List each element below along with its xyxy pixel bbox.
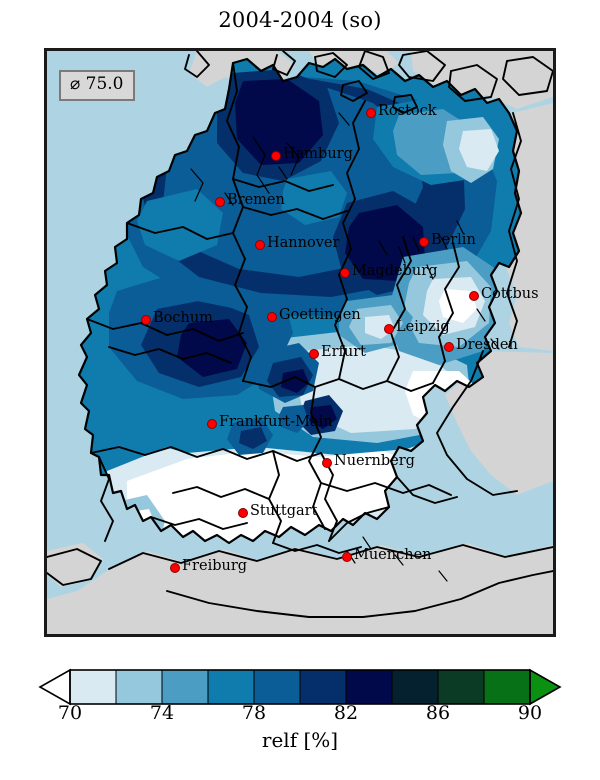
page-title: 2004-2004 (so) xyxy=(218,8,382,32)
city-label: Bochum xyxy=(153,310,213,326)
colorbar-band xyxy=(115,669,163,705)
city-label: Freiburg xyxy=(182,558,248,574)
colorbar-band xyxy=(253,669,301,705)
colorbar-tick-label: 86 xyxy=(425,702,451,724)
city-dot-icon xyxy=(141,315,151,325)
germany-contour-map xyxy=(47,51,553,634)
city-dot-icon xyxy=(469,291,479,301)
city-label: Stuttgart xyxy=(250,503,318,519)
colorbar-bands xyxy=(69,669,531,705)
city-label: Hamburg xyxy=(283,146,353,162)
city-label: Frankfurt-Main xyxy=(219,414,333,430)
city-dot-icon xyxy=(342,552,352,562)
border-lines-layer xyxy=(47,51,553,618)
city-label: Hannover xyxy=(267,235,340,251)
city-dot-icon xyxy=(322,458,332,468)
colorbar-band xyxy=(69,669,117,705)
city-dot-icon xyxy=(170,563,180,573)
city-dot-icon xyxy=(419,237,429,247)
city-dot-icon xyxy=(366,108,376,118)
colorbar-band xyxy=(207,669,255,705)
city-dot-icon xyxy=(267,312,277,322)
map-canvas xyxy=(47,51,553,634)
city-dot-icon xyxy=(340,268,350,278)
city-label: Magdeburg xyxy=(352,263,438,279)
city-label: Bremen xyxy=(227,192,285,208)
colorbar-tick-label: 78 xyxy=(241,702,267,724)
colorbar xyxy=(0,666,600,708)
city-dot-icon xyxy=(271,151,281,161)
colorbar-svg xyxy=(38,668,562,706)
mean-annotation-box: ⌀ 75.0 xyxy=(59,70,135,101)
city-label: Leipzig xyxy=(396,319,450,335)
colorbar-band xyxy=(299,669,347,705)
city-label: Rostock xyxy=(378,103,437,119)
city-label: Goettingen xyxy=(279,307,361,323)
colorbar-band xyxy=(437,669,485,705)
city-dot-icon xyxy=(207,419,217,429)
city-dot-icon xyxy=(384,324,394,334)
colorbar-band xyxy=(161,669,209,705)
colorbar-band xyxy=(483,669,531,705)
city-dot-icon xyxy=(238,508,248,518)
map-plot-area xyxy=(44,48,556,637)
colorbar-axis-label: relf [%] xyxy=(261,728,339,752)
colorbar-band xyxy=(345,669,393,705)
colorbar-over-arrow xyxy=(529,668,562,706)
colorbar-tick-label: 90 xyxy=(517,702,543,724)
colorbar-band xyxy=(391,669,439,705)
colorbar-tick-label: 82 xyxy=(333,702,359,724)
city-dot-icon xyxy=(309,349,319,359)
city-label: Muenchen xyxy=(354,547,432,563)
city-label: Nuernberg xyxy=(334,453,415,469)
city-dot-icon xyxy=(255,240,265,250)
city-label: Erfurt xyxy=(321,344,366,360)
colorbar-tick-label: 70 xyxy=(57,702,83,724)
city-label: Cottbus xyxy=(481,286,539,302)
city-label: Berlin xyxy=(431,232,476,248)
colorbar-under-arrow xyxy=(38,668,71,706)
city-label: Dresden xyxy=(456,337,518,353)
colorbar-outline xyxy=(69,669,531,705)
colorbar-tick-label: 74 xyxy=(149,702,175,724)
city-dot-icon xyxy=(444,342,454,352)
city-dot-icon xyxy=(215,197,225,207)
